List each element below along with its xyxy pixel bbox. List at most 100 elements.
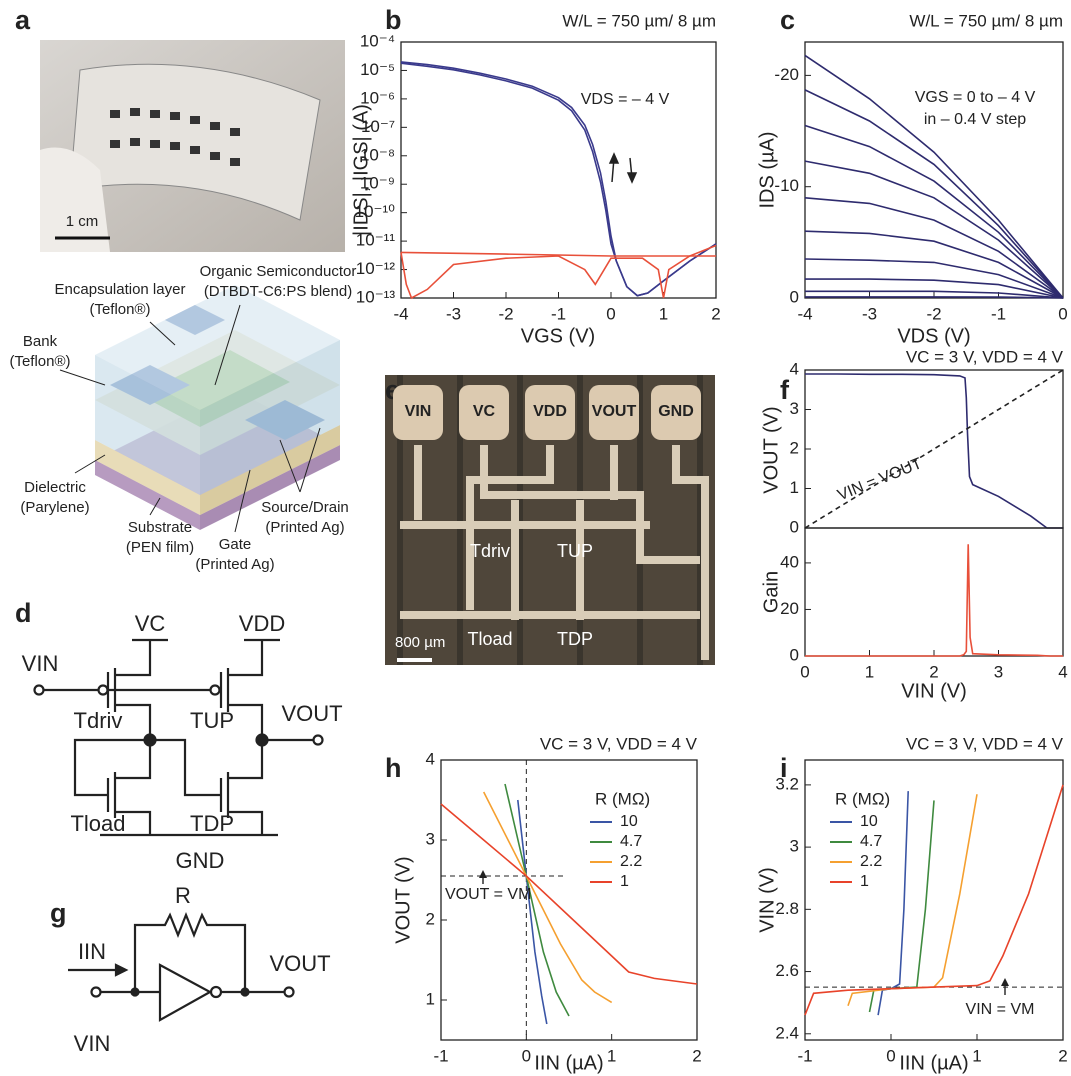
- data-line: [805, 544, 1063, 656]
- y-tick-label: 4: [790, 359, 799, 378]
- circuit-label: R: [175, 883, 191, 908]
- x-tick-label: -1: [797, 1046, 812, 1065]
- legend-label: 10: [620, 813, 638, 830]
- scale-label: 800 µm: [395, 634, 445, 651]
- chart-subtitle: VC = 3 V, VDD = 4 V: [906, 734, 1064, 753]
- chart-subtitle: VC = 3 V, VDD = 4 V: [906, 347, 1064, 366]
- pad-label: VC: [473, 403, 496, 420]
- legend-title: R (MΩ): [595, 789, 650, 808]
- circuit-label: TDP: [190, 811, 234, 836]
- y-tick-label: 10⁻⁵: [360, 60, 395, 79]
- layer-label: Dielectric: [24, 479, 86, 496]
- y-tick-label: 0: [790, 517, 799, 536]
- y-axis-label: VOUT (V): [392, 856, 414, 943]
- y-tick-label: 3.2: [775, 774, 799, 793]
- pad-label: VIN: [405, 403, 432, 420]
- data-line: [878, 791, 908, 1015]
- circuit-label: Tload: [70, 811, 125, 836]
- scale-label: 1 cm: [66, 213, 99, 230]
- layer-label: (DTBDT-C6:PS blend): [204, 283, 352, 300]
- circuit-label: VIN: [22, 651, 59, 676]
- x-tick-label: 3: [994, 662, 1003, 681]
- layer-label: Substrate: [128, 519, 192, 536]
- circuit-label: VC: [135, 611, 166, 636]
- annotation: VIN = VM: [966, 1001, 1035, 1018]
- x-axis-label: IIN (µA): [899, 1052, 968, 1074]
- annotation-arrow: [1001, 978, 1009, 986]
- y-tick-label: 3: [790, 399, 799, 418]
- x-tick-label: 0: [800, 662, 809, 681]
- y-tick-label: 1: [790, 478, 799, 497]
- layer-label: Organic Semiconductor: [200, 263, 357, 280]
- y-tick-label: 2.8: [775, 899, 799, 918]
- transistor-label: Tload: [467, 629, 512, 649]
- layer-label: (Teflon®): [9, 353, 70, 370]
- x-tick-label: 2: [711, 304, 720, 323]
- layer-label: Source/Drain: [261, 499, 349, 516]
- circuit-label: VDD: [239, 611, 285, 636]
- layer-label: (Printed Ag): [265, 519, 344, 536]
- circuit-label: TUP: [190, 708, 234, 733]
- pad-label: GND: [658, 403, 694, 420]
- y-axis-label: IDS (µA): [756, 131, 778, 208]
- plot-frame: [805, 528, 1063, 656]
- x-tick-label: 2: [929, 662, 938, 681]
- y-axis-label: VIN (V): [756, 867, 778, 933]
- panel-letter: a: [15, 5, 31, 35]
- y-tick-label: 4: [426, 749, 435, 768]
- x-tick-label: -4: [797, 304, 812, 323]
- data-line: [870, 800, 935, 1012]
- y-tick-label: 2: [426, 909, 435, 928]
- x-tick-label: -1: [551, 304, 566, 323]
- layer-label: (Printed Ag): [195, 556, 274, 573]
- pad-label: VDD: [533, 403, 567, 420]
- y-tick-label: 2.4: [775, 1023, 799, 1042]
- x-axis-label: IIN (µA): [534, 1052, 603, 1074]
- x-tick-label: 0: [522, 1046, 531, 1065]
- x-tick-label: -1: [433, 1046, 448, 1065]
- y-tick-label: 10⁻⁴: [360, 31, 395, 50]
- circuit-label: GND: [176, 848, 225, 873]
- layer-label: (PEN film): [126, 539, 194, 556]
- data-line: [401, 252, 716, 256]
- y-tick-label: 10⁻¹³: [356, 287, 396, 306]
- circuit-d: [35, 640, 323, 835]
- annotation: in – 0.4 V step: [924, 111, 1026, 128]
- legend-label: 10: [860, 813, 878, 830]
- annotation: VOUT = VM: [445, 886, 531, 903]
- y-axis-label: VOUT (V): [760, 406, 782, 493]
- data-line: [518, 800, 547, 1024]
- y-tick-label: -20: [774, 65, 799, 84]
- circuit-label: VIN: [74, 1031, 111, 1056]
- y-tick-label: 20: [780, 599, 799, 618]
- y-axis-label: Gain: [760, 571, 782, 613]
- y-tick-label: 0: [790, 287, 799, 306]
- transistor-label: TUP: [557, 541, 593, 561]
- legend-label: 1: [620, 873, 629, 890]
- panel-letter: c: [780, 5, 795, 35]
- layer-label: (Parylene): [20, 499, 89, 516]
- annotation: VDS = – 4 V: [581, 91, 670, 108]
- x-tick-label: 1: [659, 304, 668, 323]
- circuit-label: VOUT: [281, 701, 342, 726]
- data-line: [805, 231, 1063, 298]
- data-line: [805, 370, 1063, 528]
- x-axis-label: VIN (V): [901, 680, 967, 702]
- y-tick-label: 3: [426, 829, 435, 848]
- legend-label: 4.7: [860, 833, 882, 850]
- pad-label: VOUT: [592, 403, 637, 420]
- y-tick-label: 0: [790, 645, 799, 664]
- layer-label: Bank: [23, 333, 58, 350]
- x-tick-label: -3: [862, 304, 877, 323]
- circuit-label: VOUT: [269, 951, 330, 976]
- legend-label: 2.2: [620, 853, 642, 870]
- panel-letter: h: [385, 753, 402, 783]
- circuit-g: [68, 915, 294, 1020]
- chart-subtitle: W/L = 750 µm/ 8 µm: [562, 11, 716, 30]
- y-tick-label: 2: [790, 438, 799, 457]
- data-line: [805, 785, 1063, 1015]
- x-tick-label: 1: [972, 1046, 981, 1065]
- y-tick-label: 40: [780, 552, 799, 571]
- annotation-arrow: [479, 870, 487, 878]
- device-stack: [95, 285, 340, 530]
